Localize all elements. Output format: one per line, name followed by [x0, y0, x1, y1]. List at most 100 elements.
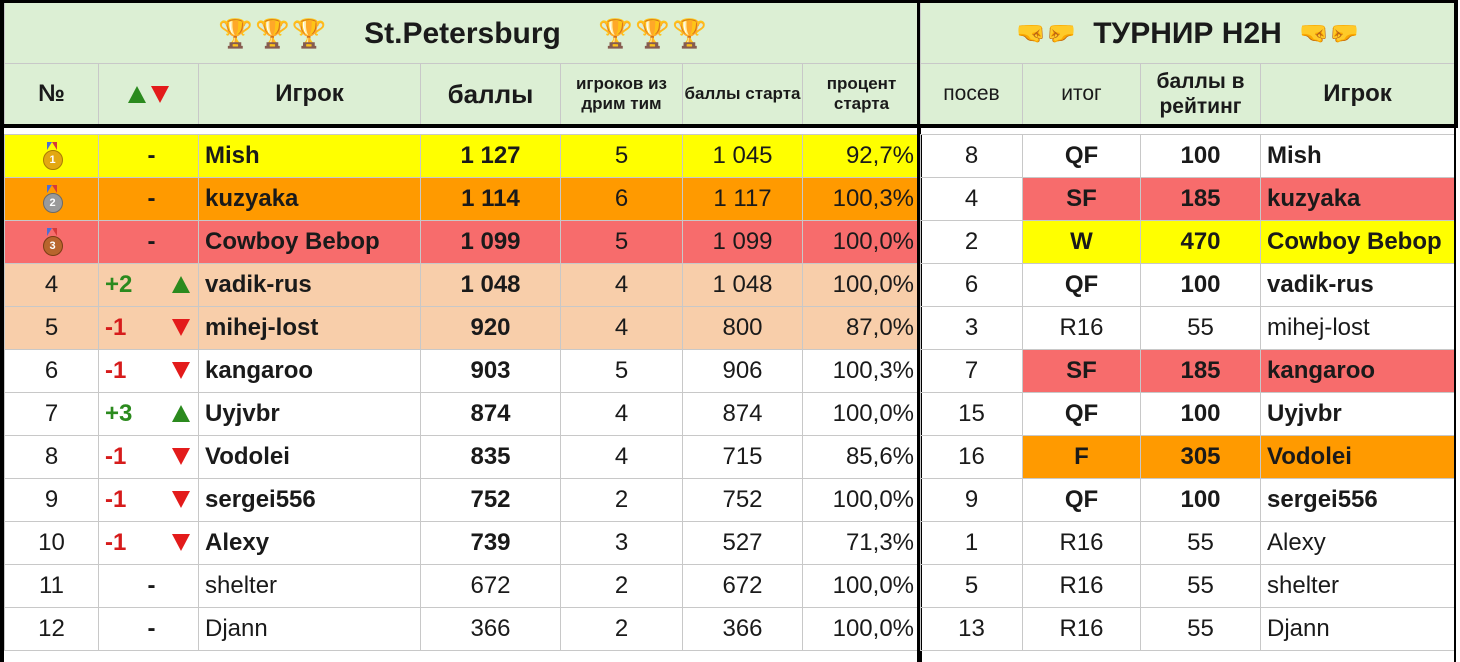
result-value: R16 — [1022, 306, 1141, 350]
start-percent-value: 100,0% — [801, 607, 922, 651]
start-points-value: 1 117 — [682, 177, 803, 221]
rank-cell: 11 — [4, 564, 99, 608]
h2h-row: 7 SF 185 kangaroo — [920, 349, 1455, 393]
arrow-down-icon — [172, 534, 190, 551]
rank-cell: 4 — [4, 263, 99, 307]
start-points-value: 752 — [682, 478, 803, 522]
start-percent-value: 100,3% — [801, 349, 922, 393]
rank-cell: 10 — [4, 521, 99, 565]
change-value: - — [147, 185, 156, 212]
seed-value: 8 — [920, 134, 1023, 178]
h2h-player-name: kangaroo — [1260, 349, 1455, 393]
standings-row: 7 +3 Uyjvbr 874 4 874 100,0% — [4, 392, 922, 436]
standings-row: 1 - Mish 1 127 5 1 045 92,7% — [4, 134, 922, 178]
arrow-down-icon — [172, 362, 190, 379]
standings-row: 9 -1 sergei556 752 2 752 100,0% — [4, 478, 922, 522]
points-value: 1 099 — [420, 220, 561, 264]
h2h-row: 3 R16 55 mihej-lost — [920, 306, 1455, 350]
h2h-player-name: mihej-lost — [1260, 306, 1455, 350]
trophy-icon: 🏆 — [218, 18, 254, 50]
start-percent-value: 71,3% — [801, 521, 922, 565]
h2h-player-name: kuzyaka — [1260, 177, 1455, 221]
rating-points-value: 100 — [1140, 263, 1261, 307]
rank-value: 5 — [44, 314, 59, 341]
rank-cell: 9 — [4, 478, 99, 522]
change-value: -1 — [105, 443, 127, 470]
arrow-up-icon — [172, 276, 190, 293]
points-value: 752 — [420, 478, 561, 522]
player-name: Mish — [198, 134, 421, 178]
dream-team-value: 3 — [560, 521, 683, 565]
city-standings-body: 1- Mish 1 127 5 1 045 92,7% 2- kuzyaka 1 114 6 1 1… — [4, 134, 922, 651]
rating-points-value: 100 — [1140, 392, 1261, 436]
arrow-down-icon — [172, 319, 190, 336]
change-value: - — [147, 615, 156, 642]
seed-value: 13 — [920, 607, 1023, 651]
arrow-up-icon — [128, 86, 147, 104]
rank-cell: 7 — [4, 392, 99, 436]
arrow-down-icon — [172, 448, 190, 465]
dream-team-value: 6 — [560, 177, 683, 221]
seed-value: 6 — [920, 263, 1023, 307]
silver-medal-icon: 2 — [42, 185, 63, 214]
header-start-points: баллы старта — [682, 63, 803, 128]
start-percent-value: 100,0% — [801, 564, 922, 608]
standings-row: 6 -1 kangaroo 903 5 906 100,3% — [4, 349, 922, 393]
tables-divider — [917, 0, 922, 662]
h2h-row: 4 SF 185 kuzyaka — [920, 177, 1455, 221]
result-value: QF — [1022, 478, 1141, 522]
seed-value: 7 — [920, 349, 1023, 393]
h2h-row: 6 QF 100 vadik-rus — [920, 263, 1455, 307]
player-name: Alexy — [198, 521, 421, 565]
dream-team-value: 4 — [560, 306, 683, 350]
player-name: kuzyaka — [198, 177, 421, 221]
arrow-down-icon — [150, 86, 169, 104]
dream-team-value: 4 — [560, 263, 683, 307]
seed-value: 3 — [920, 306, 1023, 350]
dream-team-value: 2 — [560, 564, 683, 608]
rank-value: 10 — [38, 529, 65, 556]
sheet-right-border — [1454, 0, 1458, 128]
rank-value: 6 — [44, 357, 59, 384]
arrow-down-icon — [172, 491, 190, 508]
change-cell: -1 — [98, 521, 199, 565]
rating-points-value: 100 — [1140, 478, 1261, 522]
standings-row: 10 -1 Alexy 739 3 527 71,3% — [4, 521, 922, 565]
change-value: -1 — [105, 529, 127, 556]
player-name: Uyjvbr — [198, 392, 421, 436]
points-value: 874 — [420, 392, 561, 436]
rating-points-value: 185 — [1140, 349, 1261, 393]
header-points: баллы — [420, 63, 561, 128]
player-name: Djann — [198, 607, 421, 651]
trophy-icon: 🏆 — [635, 18, 670, 50]
header-start-percent: процент старта — [801, 63, 922, 128]
h2h-row: 16 F 305 Vodolei — [920, 435, 1455, 479]
change-value: -1 — [105, 314, 127, 341]
rating-points-value: 55 — [1140, 521, 1261, 565]
fist-bump-icon: 🤜🤛 — [1299, 20, 1359, 48]
start-points-value: 906 — [682, 349, 803, 393]
dream-team-value: 5 — [560, 134, 683, 178]
start-percent-value: 100,0% — [801, 263, 922, 307]
result-value: QF — [1022, 392, 1141, 436]
change-cell: - — [98, 607, 199, 651]
points-value: 903 — [420, 349, 561, 393]
rank-cell: 3 — [4, 220, 99, 264]
player-name: Vodolei — [198, 435, 421, 479]
h2h-row: 13 R16 55 Djann — [920, 607, 1455, 651]
h2h-header-row: посев итог баллы в рейтинг Игрок — [920, 63, 1455, 128]
h2h-player-name: Vodolei — [1260, 435, 1455, 479]
start-points-value: 874 — [682, 392, 803, 436]
start-points-value: 1 048 — [682, 263, 803, 307]
header-change — [98, 63, 199, 128]
sheet-right-border-lower — [1454, 128, 1456, 662]
seed-value: 16 — [920, 435, 1023, 479]
start-points-value: 1 045 — [682, 134, 803, 178]
rank-value: 7 — [44, 400, 59, 427]
trophy-icon: 🏆 — [671, 18, 707, 50]
points-value: 739 — [420, 521, 561, 565]
result-value: F — [1022, 435, 1141, 479]
rating-points-value: 55 — [1140, 564, 1261, 608]
rank-cell: 6 — [4, 349, 99, 393]
